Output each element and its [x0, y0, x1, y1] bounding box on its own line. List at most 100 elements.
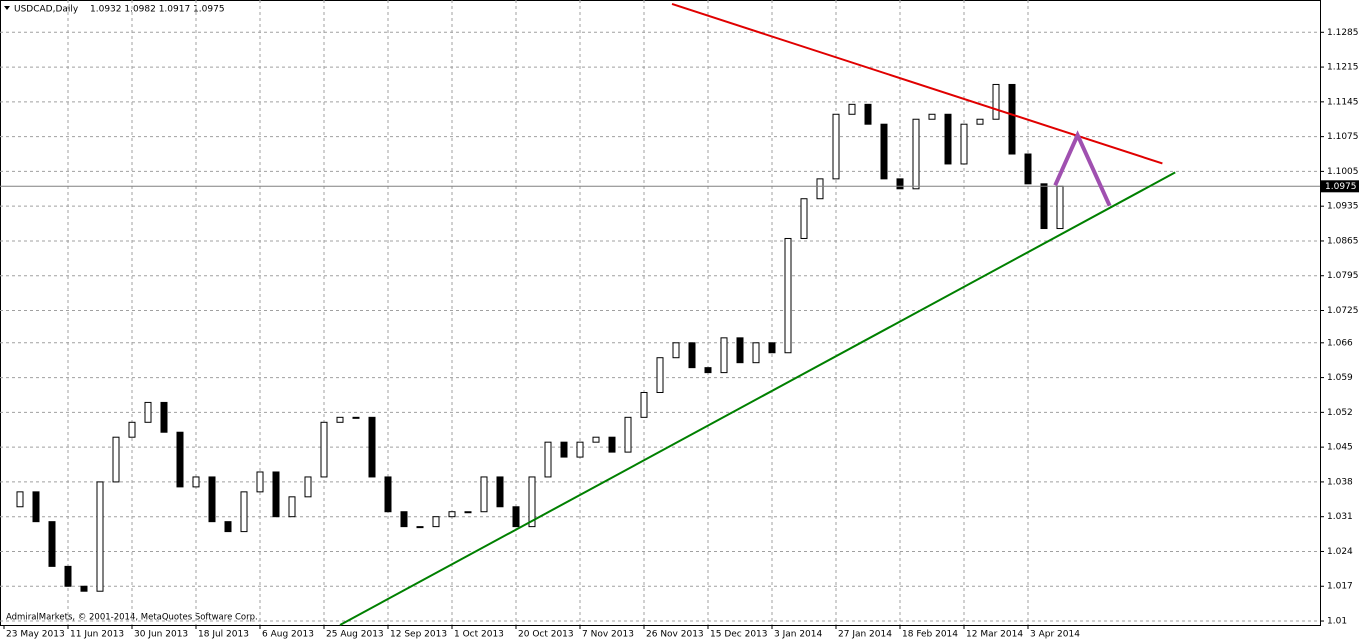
candle — [1008, 83, 1016, 155]
candle — [512, 506, 520, 528]
candle — [224, 521, 232, 533]
y-tick-label: 1.031 — [1327, 512, 1353, 522]
candle — [112, 436, 120, 483]
candle — [160, 401, 168, 433]
candle — [144, 401, 152, 423]
candle — [432, 516, 440, 528]
x-tick-label: 12 Sep 2013 — [390, 630, 447, 640]
y-tick-label: 1.0865 — [1327, 236, 1359, 246]
candle — [768, 342, 776, 354]
current-price-label: 1.0975 — [1325, 182, 1357, 192]
y-tick-label: 1.024 — [1327, 547, 1353, 557]
candle — [448, 511, 456, 518]
y-tick-label: 1.045 — [1327, 443, 1353, 453]
candle — [544, 441, 552, 478]
x-tick-label: 12 Mar 2014 — [966, 630, 1023, 640]
trendline — [1053, 130, 1112, 207]
plot-frame — [0, 0, 1321, 626]
candle — [752, 342, 760, 364]
x-tick-label: 3 Apr 2014 — [1030, 630, 1080, 640]
candle — [688, 342, 696, 369]
y-tick-label: 1.01 — [1327, 617, 1347, 627]
candle — [976, 118, 984, 125]
candle — [480, 476, 488, 513]
trendline — [339, 171, 1176, 626]
candle — [64, 565, 72, 587]
candle — [464, 511, 472, 514]
candle — [1056, 185, 1064, 230]
candle — [32, 491, 40, 523]
candle — [272, 471, 280, 518]
candle — [192, 476, 200, 488]
candle — [1040, 183, 1048, 230]
candle — [16, 491, 24, 508]
y-tick-label: 1.1145 — [1327, 97, 1359, 107]
menu-arrow — [4, 6, 10, 10]
x-tick-label: 25 Aug 2013 — [326, 630, 384, 640]
candle — [336, 416, 344, 423]
y-tick-label: 1.038 — [1327, 477, 1353, 487]
copyright: AdmiralMarkets, © 2001-2014, MetaQuotes … — [6, 613, 258, 623]
y-tick-label: 1.1215 — [1327, 63, 1359, 73]
candle — [48, 521, 56, 567]
x-tick-label: 18 Feb 2014 — [902, 630, 958, 640]
candle — [736, 337, 744, 364]
candle — [176, 431, 184, 488]
candle — [400, 511, 408, 528]
candle — [208, 476, 216, 523]
y-tick-label: 1.052 — [1327, 408, 1353, 418]
y-tick-label: 1.1005 — [1327, 167, 1359, 177]
x-tick-label: 3 Jan 2014 — [774, 630, 822, 640]
y-tick-label: 1.0935 — [1327, 202, 1359, 212]
candle — [608, 436, 616, 453]
candle — [352, 416, 360, 419]
candle — [560, 441, 568, 458]
x-tick-label: 15 Dec 2013 — [710, 630, 768, 640]
x-tick-label: 20 Oct 2013 — [518, 630, 574, 640]
y-tick-label: 1.017 — [1327, 582, 1353, 592]
candle — [960, 123, 968, 165]
x-tick-label: 1 Oct 2013 — [454, 630, 504, 640]
y-tick-label: 1.0795 — [1327, 271, 1359, 281]
y-tick-label: 1.0725 — [1327, 306, 1359, 316]
y-tick-label: 1.1285 — [1327, 28, 1359, 38]
candle — [800, 198, 808, 239]
y-tick-label: 1.1075 — [1327, 132, 1359, 142]
candle — [640, 391, 648, 418]
x-tick-label: 18 Jul 2013 — [198, 630, 249, 640]
current-price-box — [1321, 180, 1359, 193]
candle — [816, 178, 824, 200]
candle — [944, 113, 952, 165]
candle — [320, 421, 328, 478]
x-tick-label: 7 Nov 2013 — [582, 630, 634, 640]
candle — [832, 113, 840, 180]
candle — [912, 118, 920, 190]
trendline — [671, 3, 1163, 165]
candle — [416, 526, 424, 529]
candle — [288, 496, 296, 518]
candle — [256, 471, 264, 493]
candle — [384, 476, 392, 513]
x-tick-label: 11 Jun 2013 — [70, 630, 124, 640]
candle — [896, 178, 904, 190]
candle — [928, 113, 936, 120]
candle — [624, 416, 632, 453]
candle — [304, 476, 312, 498]
x-tick-label: 23 May 2013 — [6, 630, 65, 640]
x-tick-label: 27 Jan 2014 — [838, 630, 892, 640]
candle — [880, 123, 888, 180]
candle — [368, 416, 376, 478]
candle — [592, 436, 600, 443]
candle — [1024, 153, 1032, 185]
candle — [672, 342, 680, 359]
candle — [496, 476, 504, 508]
candle — [128, 421, 136, 438]
y-tick-label: 1.066 — [1327, 338, 1353, 348]
candle — [576, 441, 584, 458]
candle — [704, 367, 712, 374]
candle — [96, 481, 104, 592]
candle — [992, 83, 1000, 120]
chart-title: USDCAD,Daily — [14, 5, 79, 15]
